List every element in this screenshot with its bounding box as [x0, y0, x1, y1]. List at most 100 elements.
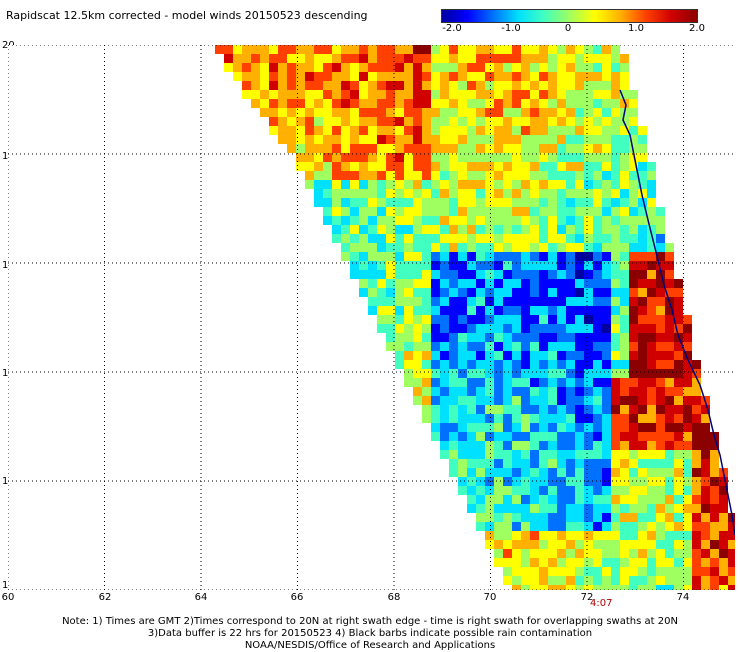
swath-cell: [647, 252, 656, 261]
swath-cell: [683, 450, 692, 459]
swath-cell: [494, 117, 503, 126]
colorbar-tick: -2.0: [442, 23, 462, 34]
swath-cell: [467, 252, 476, 261]
swath-cell: [314, 117, 323, 126]
swath-cell: [602, 459, 611, 468]
swath-cell: [674, 342, 683, 351]
swath-cell: [449, 360, 458, 369]
swath-cell: [683, 549, 692, 558]
swath-cell: [467, 81, 476, 90]
swath-cell: [341, 81, 350, 90]
swath-cell: [386, 90, 395, 99]
swath-cell: [422, 153, 431, 162]
swath-cell: [620, 378, 629, 387]
swath-cell: [566, 333, 575, 342]
swath-cell: [314, 153, 323, 162]
swath-cell: [368, 117, 377, 126]
swath-cell: [575, 369, 584, 378]
swath-cell: [476, 216, 485, 225]
swath-cell: [575, 378, 584, 387]
swath-cell: [503, 342, 512, 351]
swath-cell: [656, 333, 665, 342]
swath-cell: [503, 54, 512, 63]
swath-cell: [584, 513, 593, 522]
swath-cell: [629, 306, 638, 315]
swath-cell: [458, 360, 467, 369]
swath-cell: [602, 99, 611, 108]
swath-cell: [341, 207, 350, 216]
swath-cell: [233, 63, 242, 72]
swath-cell: [458, 279, 467, 288]
swath-cell: [449, 198, 458, 207]
swath-cell: [512, 387, 521, 396]
swath-cell: [386, 189, 395, 198]
swath-cell: [638, 432, 647, 441]
swath-cell: [710, 585, 719, 590]
swath-cell: [593, 450, 602, 459]
swath-cell: [530, 243, 539, 252]
swath-cell: [512, 63, 521, 72]
swath-cell: [467, 432, 476, 441]
swath-cell: [566, 297, 575, 306]
swath-cell: [521, 108, 530, 117]
swath-cell: [332, 234, 341, 243]
swath-cell: [494, 54, 503, 63]
swath-cell: [467, 297, 476, 306]
swath-cell: [359, 72, 368, 81]
swath-cell: [638, 180, 647, 189]
swath-cell: [674, 459, 683, 468]
swath-cell: [431, 117, 440, 126]
swath-cell: [575, 261, 584, 270]
swath-cell: [584, 198, 593, 207]
swath-cell: [341, 234, 350, 243]
swath-cell: [503, 171, 512, 180]
swath-cell: [593, 117, 602, 126]
swath-cell: [296, 135, 305, 144]
swath-cell: [413, 180, 422, 189]
swath-cell: [548, 576, 557, 585]
swath-cell: [593, 531, 602, 540]
swath-cell: [404, 198, 413, 207]
swath-cell: [323, 108, 332, 117]
swath-cell: [620, 63, 629, 72]
swath-cell: [656, 279, 665, 288]
swath-cell: [485, 468, 494, 477]
lon-label: 66: [290, 592, 304, 603]
swath-cell: [386, 45, 395, 54]
swath-cell: [323, 117, 332, 126]
swath-cell: [566, 513, 575, 522]
swath-cell: [530, 297, 539, 306]
swath-cell: [314, 63, 323, 72]
swath-cell: [413, 45, 422, 54]
swath-cell: [377, 162, 386, 171]
swath-cell: [404, 81, 413, 90]
swath-cell: [557, 54, 566, 63]
swath-cell: [611, 135, 620, 144]
swath-cell: [629, 216, 638, 225]
swath-cell: [341, 54, 350, 63]
swath-cell: [575, 333, 584, 342]
swath-cell: [557, 495, 566, 504]
swath-cell: [629, 495, 638, 504]
swath-cell: [665, 396, 674, 405]
swath-cell: [467, 414, 476, 423]
swath-cell: [602, 279, 611, 288]
swath-cell: [566, 207, 575, 216]
swath-cell: [539, 198, 548, 207]
swath-cell: [350, 270, 359, 279]
swath-cell: [665, 549, 674, 558]
swath-cell: [458, 117, 467, 126]
swath-cell: [458, 477, 467, 486]
swath-cell: [575, 387, 584, 396]
swath-cell: [575, 468, 584, 477]
swath-cell: [404, 135, 413, 144]
swath-cell: [449, 306, 458, 315]
lon-label: 68: [387, 592, 401, 603]
swath-cell: [449, 99, 458, 108]
swath-cell: [494, 522, 503, 531]
swath-cell: [593, 153, 602, 162]
swath-cell: [620, 486, 629, 495]
swath-cell: [620, 387, 629, 396]
swath-cell: [638, 459, 647, 468]
swath-cell: [458, 63, 467, 72]
